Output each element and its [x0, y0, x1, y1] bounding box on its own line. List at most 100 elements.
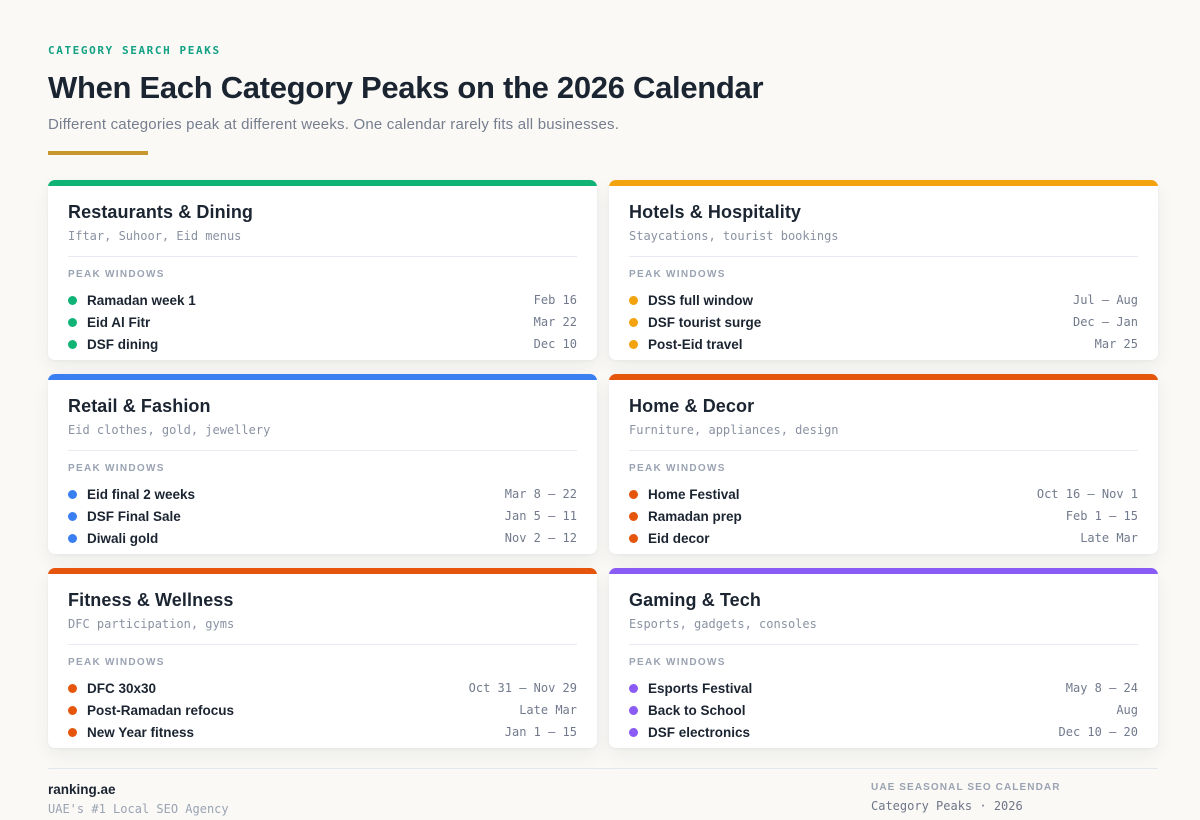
card-accent-bar [609, 374, 1158, 380]
bullet-dot-icon [68, 705, 77, 715]
peak-row-date: Aug [1116, 703, 1138, 717]
card-gaming-tech: Gaming & Tech Esports, gadgets, consoles… [609, 568, 1158, 748]
footer: ranking.ae UAE's #1 Local SEO Agency UAE… [48, 768, 1158, 816]
peak-row-label: Diwali gold [87, 530, 159, 546]
card-retail-fashion: Retail & Fashion Eid clothes, gold, jewe… [48, 374, 597, 554]
peak-row: Back to School Aug [629, 699, 1138, 721]
peak-row-label: Back to School [648, 702, 746, 718]
peak-row-date: Dec 10 [533, 337, 577, 351]
card-title: Gaming & Tech [629, 590, 761, 610]
bullet-dot-icon [68, 339, 77, 349]
card-accent-bar [609, 568, 1158, 574]
bullet-dot-icon [68, 683, 77, 693]
peak-windows-label: PEAK WINDOWS [629, 269, 726, 280]
peak-row-date: Late Mar [1080, 531, 1138, 545]
bullet-dot-icon [629, 317, 638, 327]
bullet-dot-icon [68, 727, 77, 737]
peak-row-label: DSF electronics [648, 724, 751, 740]
peak-row-label: DSF Final Sale [87, 508, 181, 524]
peak-row-label: DSF dining [87, 336, 159, 352]
peak-row: DSF Final Sale Jan 5 – 11 [68, 505, 577, 527]
peak-row-date: May 8 – 24 [1065, 681, 1138, 695]
peak-row-label: Post-Ramadan refocus [87, 702, 235, 718]
card-title: Home & Decor [629, 396, 755, 416]
card-accent-bar [609, 180, 1158, 186]
peak-row-date: Feb 1 – 15 [1065, 509, 1138, 523]
peak-row: DSF tourist surge Dec – Jan [629, 311, 1138, 333]
bullet-dot-icon [68, 511, 77, 521]
peak-row-date: Mar 8 – 22 [504, 487, 577, 501]
peak-row-label: DSF tourist surge [648, 314, 762, 330]
peak-row: DSS full window Jul – Aug [629, 289, 1138, 311]
card-subtitle: Staycations, tourist bookings [629, 229, 839, 243]
peak-row: Ramadan prep Feb 1 – 15 [629, 505, 1138, 527]
peak-row-date: Oct 31 – Nov 29 [468, 681, 577, 695]
card-hotels-hospitality: Hotels & Hospitality Staycations, touris… [609, 180, 1158, 360]
card-accent-bar [48, 374, 597, 380]
bullet-dot-icon [629, 533, 638, 543]
page-subtitle: Different categories peak at different w… [48, 116, 620, 133]
peak-row: Eid Al Fitr Mar 22 [68, 311, 577, 333]
peak-row: Eid final 2 weeks Mar 8 – 22 [68, 483, 577, 505]
peak-row: Eid decor Late Mar [629, 527, 1138, 549]
footer-calendar-label: UAE SEASONAL SEO CALENDAR [871, 782, 1061, 793]
peak-windows-label: PEAK WINDOWS [629, 657, 726, 668]
card-subtitle: Iftar, Suhoor, Eid menus [68, 229, 242, 243]
peak-windows-label: PEAK WINDOWS [68, 463, 165, 474]
card-subtitle: Eid clothes, gold, jewellery [68, 423, 271, 437]
card-divider [68, 450, 577, 451]
bullet-dot-icon [629, 727, 638, 737]
peak-row-date: Dec 10 – 20 [1058, 725, 1138, 739]
peak-row-date: Late Mar [519, 703, 577, 717]
card-subtitle: Furniture, appliances, design [629, 423, 839, 437]
peak-row: DSF electronics Dec 10 – 20 [629, 721, 1138, 743]
peak-windows-label: PEAK WINDOWS [68, 657, 165, 668]
bullet-dot-icon [629, 705, 638, 715]
peak-row-date: Mar 22 [533, 315, 577, 329]
card-title: Retail & Fashion [68, 396, 211, 416]
peak-windows-label: PEAK WINDOWS [629, 463, 726, 474]
peak-row: Diwali gold Nov 2 – 12 [68, 527, 577, 549]
peak-row-label: Esports Festival [648, 680, 753, 696]
brand-tagline: UAE's #1 Local SEO Agency [48, 802, 229, 816]
bullet-dot-icon [629, 511, 638, 521]
card-title: Restaurants & Dining [68, 202, 254, 222]
card-subtitle: Esports, gadgets, consoles [629, 617, 817, 631]
bullet-dot-icon [68, 489, 77, 499]
card-title: Fitness & Wellness [68, 590, 234, 610]
card-home-decor: Home & Decor Furniture, appliances, desi… [609, 374, 1158, 554]
peak-row-date: Oct 16 – Nov 1 [1036, 487, 1138, 501]
peak-row-label: Eid decor [648, 530, 710, 546]
peak-row-label: Home Festival [648, 486, 740, 502]
peak-row: Post-Ramadan refocus Late Mar [68, 699, 577, 721]
peak-row-label: DSS full window [648, 292, 753, 308]
bullet-dot-icon [629, 295, 638, 305]
peak-row-date: Feb 16 [533, 293, 577, 307]
card-divider [629, 450, 1138, 451]
footer-calendar-text: Category Peaks · 2026 [871, 799, 1023, 813]
bullet-dot-icon [629, 339, 638, 349]
peak-row: Ramadan week 1 Feb 16 [68, 289, 577, 311]
peak-row-label: Post-Eid travel [648, 336, 743, 352]
category-cards-grid: Restaurants & Dining Iftar, Suhoor, Eid … [48, 180, 1158, 748]
card-divider [629, 644, 1138, 645]
gold-divider [48, 151, 148, 155]
peak-row: Esports Festival May 8 – 24 [629, 677, 1138, 699]
peak-row-date: Dec – Jan [1072, 315, 1138, 329]
peak-row-date: Mar 25 [1094, 337, 1138, 351]
card-accent-bar [48, 180, 597, 186]
peak-row-label: DFC 30x30 [87, 680, 157, 696]
card-restaurants-dining: Restaurants & Dining Iftar, Suhoor, Eid … [48, 180, 597, 360]
peak-row: DSF dining Dec 10 [68, 333, 577, 355]
card-divider [68, 644, 577, 645]
eyebrow-label: CATEGORY SEARCH PEAKS [48, 44, 221, 57]
card-subtitle: DFC participation, gyms [68, 617, 235, 631]
peak-row-date: Jan 1 – 15 [504, 725, 577, 739]
peak-row: Home Festival Oct 16 – Nov 1 [629, 483, 1138, 505]
card-fitness-wellness: Fitness & Wellness DFC participation, gy… [48, 568, 597, 748]
peak-row-label: New Year fitness [87, 724, 195, 740]
peak-row: New Year fitness Jan 1 – 15 [68, 721, 577, 743]
peak-windows-label: PEAK WINDOWS [68, 269, 165, 280]
peak-row-label: Ramadan week 1 [87, 292, 196, 308]
